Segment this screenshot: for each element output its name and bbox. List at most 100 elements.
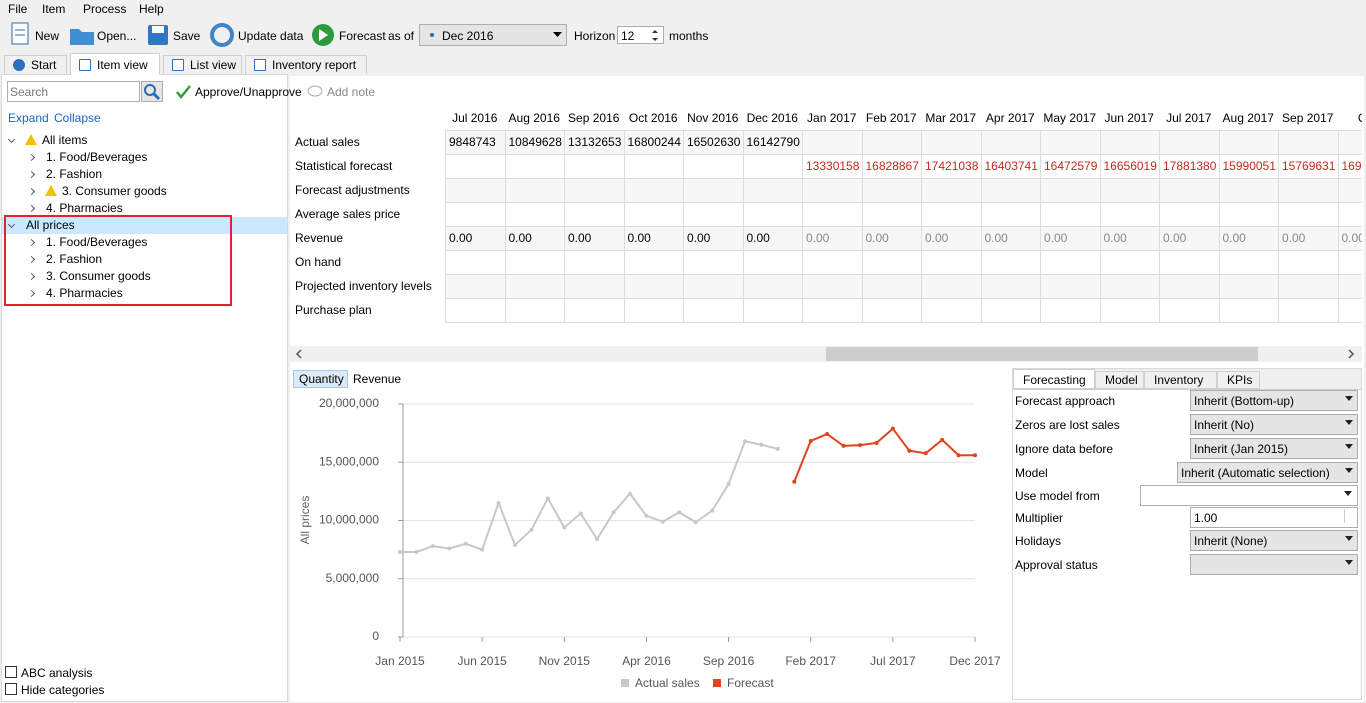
data-point — [398, 549, 402, 554]
menu-item[interactable]: Help — [139, 2, 164, 16]
checkbox-label[interactable]: ABC analysis — [21, 666, 93, 680]
cell-value: 0.00 — [984, 231, 1008, 245]
grid-cell — [861, 298, 922, 323]
field-input[interactable] — [1190, 530, 1358, 551]
grid-cell — [1218, 274, 1279, 299]
checkbox[interactable] — [5, 683, 17, 695]
grid-cell — [1218, 130, 1279, 155]
tree-node[interactable]: 4. Pharmacies — [46, 286, 123, 300]
grid-cell — [1040, 250, 1101, 275]
grid-cell — [1159, 274, 1220, 299]
tree-node[interactable]: 2. Fashion — [46, 167, 103, 181]
button-open[interactable]: Open... — [97, 29, 137, 43]
grid-cell — [921, 250, 982, 275]
search-button[interactable] — [141, 81, 163, 102]
tree-node[interactable]: 4. Pharmacies — [46, 201, 123, 215]
chart-tab[interactable] — [293, 370, 348, 388]
grid-cell — [1278, 274, 1339, 299]
search-box[interactable] — [7, 81, 140, 102]
field-label: Model — [1015, 466, 1048, 480]
button-forecast[interactable]: Forecast — [339, 29, 386, 43]
tab-label[interactable]: Inventory report — [272, 58, 357, 72]
button-approve[interactable]: Approve/Unapprove — [195, 85, 302, 99]
tab[interactable] — [70, 53, 160, 75]
checkbox-label[interactable]: Hide categories — [21, 683, 105, 697]
tab-label[interactable]: Start — [31, 58, 57, 72]
menu-item[interactable]: Process — [83, 2, 127, 16]
settings-tab[interactable] — [1217, 371, 1260, 389]
field-label: Approval status — [1015, 558, 1098, 572]
link-expand[interactable]: Expand — [8, 111, 49, 125]
button-new[interactable]: New — [35, 29, 60, 43]
warning-icon — [45, 185, 57, 196]
grid-cell — [980, 226, 1041, 251]
tree-node[interactable]: All prices — [26, 218, 75, 232]
cell-value: 1692 — [1341, 159, 1363, 173]
row-header: On hand — [295, 255, 342, 269]
field-input[interactable] — [1190, 414, 1358, 435]
h-scrollbar[interactable] — [290, 346, 1362, 362]
tree-node[interactable]: All items — [42, 133, 88, 147]
settings-tab-label[interactable]: Inventory — [1154, 373, 1204, 387]
cell-value: 16403741 — [984, 159, 1038, 173]
settings-tab[interactable] — [1144, 371, 1217, 389]
data-point — [677, 510, 682, 515]
tree-node[interactable]: 1. Food/Beverages — [46, 235, 148, 249]
period-combo[interactable] — [419, 24, 567, 46]
settings-tab[interactable] — [1013, 369, 1095, 389]
menu-item[interactable]: Item — [42, 2, 66, 16]
grid-cell — [1218, 202, 1279, 227]
checkbox[interactable] — [5, 666, 17, 678]
settings-tab[interactable] — [1095, 371, 1144, 389]
grid-cell — [802, 274, 863, 299]
grid-cell — [861, 250, 922, 275]
field-input[interactable] — [1190, 390, 1358, 411]
menu-item[interactable]: File — [8, 2, 28, 16]
field-input[interactable] — [1190, 438, 1358, 459]
field-input[interactable] — [1190, 507, 1358, 528]
horizon-value: 12 — [621, 29, 635, 43]
grid-cell — [1159, 250, 1220, 275]
field-input[interactable] — [1190, 554, 1358, 575]
settings-tab-label[interactable]: KPIs — [1227, 373, 1253, 387]
cell-value: 0.00 — [687, 231, 711, 245]
row-header: Revenue — [295, 231, 344, 245]
icon-open — [70, 29, 94, 45]
warning-icon — [25, 134, 37, 145]
cell-value: 16800244 — [627, 135, 681, 149]
series-line — [400, 440, 779, 553]
cell-value: 13330158 — [806, 159, 860, 173]
button-save[interactable]: Save — [173, 29, 201, 43]
data-point — [858, 443, 862, 448]
x-tick-label: Jan 2015 — [375, 654, 425, 668]
grid-cell — [445, 250, 506, 275]
field-input[interactable] — [1177, 462, 1358, 483]
grid-cell — [564, 178, 625, 203]
chart-tab-label[interactable]: Quantity — [299, 372, 344, 386]
tree-node[interactable]: 1. Food/Beverages — [46, 150, 148, 164]
tab[interactable] — [245, 55, 367, 74]
tab-label[interactable]: List view — [190, 58, 237, 72]
button-update[interactable]: Update data — [238, 29, 304, 43]
button-add-note[interactable]: Add note — [327, 85, 376, 99]
column-header: Aug 2017 — [1222, 111, 1274, 125]
data-point — [973, 453, 977, 458]
x-tick-label: Jun 2015 — [457, 654, 507, 668]
combo-arrow — [1345, 444, 1353, 449]
link-collapse[interactable]: Collapse — [54, 111, 101, 125]
field-input[interactable] — [1140, 485, 1358, 506]
tree-node[interactable]: 2. Fashion — [46, 252, 103, 266]
tab-label[interactable]: Item view — [97, 58, 148, 72]
grid-cell — [623, 298, 684, 323]
tree-node[interactable]: 3. Consumer goods — [46, 269, 151, 283]
data-point — [907, 448, 912, 453]
settings-tab-label[interactable]: Forecasting — [1023, 373, 1086, 387]
chart-tab-label[interactable]: Revenue — [353, 372, 402, 386]
row-header: Statistical forecast — [295, 159, 393, 173]
tree-node[interactable]: 3. Consumer goods — [62, 184, 167, 198]
icon-save — [152, 26, 164, 33]
horizon-spin[interactable] — [617, 26, 664, 44]
settings-tab-label[interactable]: Model — [1105, 373, 1138, 387]
grid-cell — [1159, 298, 1220, 323]
grid-cell — [742, 154, 803, 179]
